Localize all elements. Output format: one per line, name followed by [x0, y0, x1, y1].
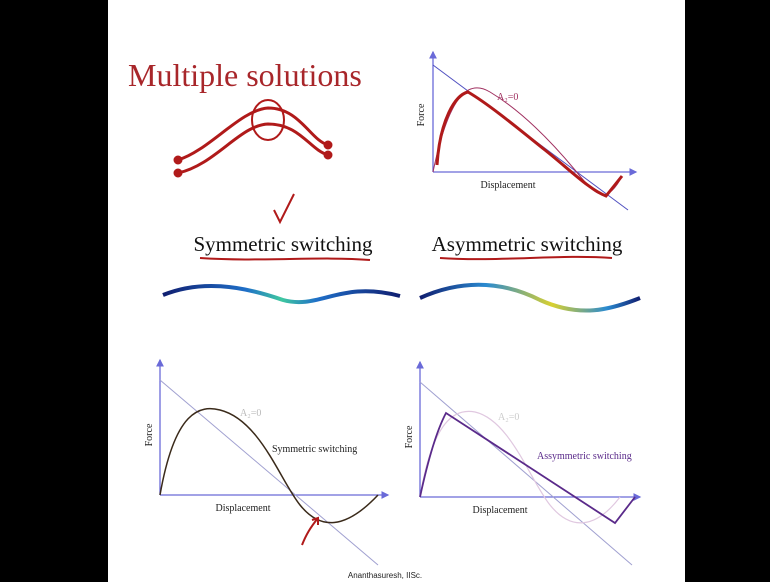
y-label: Force [404, 425, 415, 448]
x-label: Displacement [473, 505, 528, 516]
x-label: Displacement [481, 180, 536, 191]
caption: Asymmetric switching [432, 232, 623, 256]
curve-label: A₂=0 [497, 92, 518, 103]
y-label: Force [416, 103, 427, 126]
caption: Symmetric switching [193, 232, 373, 256]
slide-title: Multiple solutions [128, 57, 362, 93]
y-label: Force [144, 423, 155, 446]
curve-label: A₂=0 [498, 412, 519, 423]
curve-label: A₂=0 [240, 408, 261, 419]
annotation: Symmetric switching [272, 444, 357, 455]
x-label: Displacement [216, 503, 271, 514]
slide-view: Multiple solutions Force Displacement A₂… [0, 0, 770, 582]
footer: Ananthasuresh, IISc. [348, 571, 422, 580]
page: Multiple solutions Force Displacement A₂… [0, 0, 770, 582]
annotation: Assymmetric switching [537, 451, 632, 462]
